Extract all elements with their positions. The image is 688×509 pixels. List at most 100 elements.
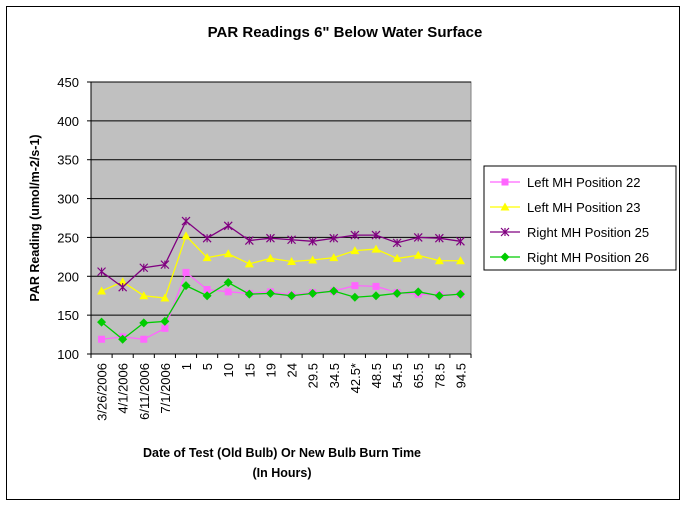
- y-tick-label: 350: [57, 153, 79, 168]
- data-point: [266, 233, 275, 243]
- data-point: [371, 230, 381, 240]
- x-tick-label: 48.5: [369, 363, 384, 388]
- data-point: [203, 285, 211, 293]
- y-tick-label: 250: [57, 230, 79, 245]
- legend-label: Right MH Position 25: [527, 225, 649, 240]
- legend-entry: Right MH Position 26: [490, 250, 649, 265]
- data-point: [350, 292, 360, 302]
- data-point: [371, 244, 381, 253]
- data-point: [181, 281, 191, 291]
- legend: Left MH Position 22 Left MH Position 23 Ri…: [490, 175, 649, 265]
- data-point: [139, 263, 149, 273]
- series-3: [97, 216, 465, 292]
- data-point: [350, 230, 360, 240]
- data-point: [160, 316, 170, 326]
- data-point: [118, 277, 128, 286]
- plot-area: [90, 81, 472, 355]
- data-point: [139, 291, 149, 300]
- data-point: [140, 335, 148, 343]
- legend-entry: Right MH Position 25: [490, 225, 649, 240]
- data-point: [371, 291, 381, 301]
- data-point: [351, 282, 359, 290]
- data-point: [202, 291, 212, 301]
- legend-entry: Left MH Position 23: [490, 200, 640, 215]
- y-tick-label: 400: [57, 114, 79, 129]
- x-tick-label: 19: [263, 363, 278, 377]
- data-point: [97, 317, 107, 327]
- data-point: [456, 236, 465, 246]
- data-point: [308, 255, 318, 264]
- data-point: [329, 233, 339, 243]
- x-tick-label: 78.5: [432, 363, 447, 388]
- series-line: [101, 234, 461, 299]
- data-point: [434, 256, 444, 265]
- series-2: [97, 231, 465, 302]
- data-point: [202, 253, 212, 262]
- data-point: [413, 287, 423, 297]
- x-axis-label: Date of Test (Old Bulb) Or New Bulb Burn…: [143, 446, 421, 460]
- legend-entry: Left MH Position 22: [490, 175, 640, 190]
- data-point: [455, 289, 465, 299]
- data-point: [308, 288, 318, 298]
- legend-marker: [500, 227, 510, 237]
- data-point: [161, 324, 169, 332]
- data-point: [287, 235, 296, 245]
- series-4: [97, 278, 465, 344]
- legend-label: Left MH Position 22: [527, 175, 640, 190]
- data-point: [413, 233, 423, 242]
- data-point: [182, 268, 190, 276]
- x-tick-label: 4/1/2006: [116, 363, 131, 414]
- data-point: [244, 236, 254, 245]
- chart-title: PAR Readings 6" Below Water Surface: [208, 24, 483, 41]
- data-point: [413, 250, 423, 259]
- x-tick-label: 1: [179, 363, 194, 370]
- y-tick-label: 450: [57, 75, 79, 90]
- data-point: [244, 259, 254, 268]
- legend-marker: [500, 252, 510, 262]
- data-point: [392, 253, 402, 262]
- x-tick-label: 94.5: [453, 363, 468, 388]
- data-point: [181, 216, 191, 226]
- series-line: [101, 220, 461, 289]
- x-tick-label: 5: [200, 363, 215, 370]
- data-point: [98, 335, 106, 343]
- x-tick-label: 24: [285, 363, 300, 377]
- legend-marker: [501, 178, 509, 186]
- x-tick-label: 34.5: [327, 363, 342, 388]
- data-point: [224, 288, 232, 296]
- data-point: [139, 318, 149, 328]
- data-point: [160, 293, 170, 302]
- data-point: [118, 282, 128, 292]
- x-axis-ticks: 3/26/2006 4/1/2006 6/11/2006 7/1/2006 1 5 10 15…: [90, 354, 472, 421]
- data-point: [434, 291, 444, 301]
- data-point: [287, 291, 297, 301]
- x-tick-label: 3/26/2006: [95, 363, 110, 421]
- y-tick-label: 300: [57, 192, 79, 207]
- y-tick-label: 200: [57, 269, 79, 284]
- y-axis-ticks: 100 150 200 250 300 350 400 450: [57, 75, 471, 362]
- x-tick-label: 54.5: [390, 363, 405, 388]
- x-tick-label: 42.5*: [348, 363, 363, 393]
- data-point: [160, 260, 170, 270]
- data-point: [223, 249, 233, 258]
- data-point: [372, 282, 380, 290]
- data-point: [97, 267, 106, 277]
- x-tick-label: 65.5: [411, 363, 426, 388]
- data-point: [181, 231, 191, 240]
- series-layer: [97, 216, 465, 344]
- data-point: [223, 278, 233, 288]
- data-point: [118, 334, 128, 344]
- legend-label: Left MH Position 23: [527, 200, 640, 215]
- y-tick-label: 100: [57, 347, 79, 362]
- data-point: [202, 233, 212, 243]
- data-point: [223, 221, 233, 231]
- data-point: [97, 286, 107, 295]
- legend-box: [483, 165, 677, 271]
- data-point: [392, 288, 402, 298]
- data-point: [329, 286, 339, 296]
- x-tick-label: 7/1/2006: [158, 363, 173, 414]
- data-point: [287, 257, 297, 266]
- x-tick-label: 6/11/2006: [137, 363, 152, 420]
- data-point: [244, 289, 254, 299]
